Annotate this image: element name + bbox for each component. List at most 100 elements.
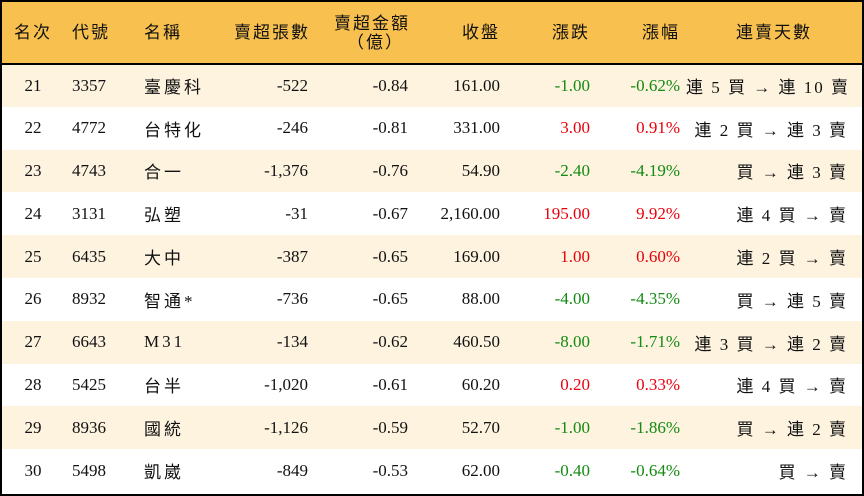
cell-streak: 買 → 連 3 賣 <box>736 163 848 183</box>
cell-net-sell-volume: -134 <box>276 332 308 352</box>
cell-change-pct: -0.62% <box>630 75 680 95</box>
cell-rank: 24 <box>24 203 42 223</box>
table-row: 30 5498 凱崴 -849 -0.53 62.00 -0.40 -0.64%… <box>2 449 862 492</box>
header-rank: 名次 <box>14 23 52 42</box>
cell-rank: 28 <box>24 374 42 394</box>
cell-net-sell-volume: -1,376 <box>264 160 308 180</box>
cell-change-pct: 0.33% <box>636 374 680 394</box>
cell-change-pct: 0.60% <box>636 246 680 266</box>
cell-streak: 連 5 買 → 連 10 賣 <box>686 78 850 98</box>
cell-net-sell-amount: -0.65 <box>372 246 408 266</box>
table-row: 27 6643 M31 -134 -0.62 460.50 -8.00 -1.7… <box>2 320 862 364</box>
cell-code: 6643 <box>72 332 106 352</box>
cell-rank: 26 <box>24 289 42 309</box>
table-row: 24 3131 弘塑 -31 -0.67 2,160.00 195.00 9.9… <box>2 192 862 236</box>
table-row: 26 8932 智通* -736 -0.65 88.00 -4.00 -4.35… <box>2 277 862 321</box>
cell-net-sell-amount: -0.62 <box>372 332 408 352</box>
header-net-sell-amount-line1: 賣超金額 <box>334 13 410 33</box>
cell-streak: 買 → 賣 <box>778 463 848 483</box>
cell-code: 5425 <box>72 374 106 394</box>
cell-change: -1.00 <box>554 417 590 437</box>
cell-close: 60.20 <box>461 374 500 394</box>
cell-rank: 21 <box>24 75 42 95</box>
cell-net-sell-amount: -0.61 <box>372 374 408 394</box>
cell-close: 88.00 <box>461 289 500 309</box>
header-close: 收盤 <box>462 23 500 42</box>
cell-name: M31 <box>144 332 186 352</box>
cell-rank: 29 <box>24 417 42 437</box>
cell-change: -1.00 <box>554 75 590 95</box>
cell-change: 1.00 <box>560 246 590 266</box>
cell-change: -8.00 <box>554 332 590 352</box>
cell-change: -0.40 <box>554 460 590 480</box>
cell-net-sell-volume: -849 <box>276 460 308 480</box>
cell-close: 62.00 <box>461 460 500 480</box>
cell-code: 4772 <box>72 118 106 138</box>
cell-net-sell-amount: -0.67 <box>372 203 408 223</box>
cell-change-pct: -4.19% <box>630 160 680 180</box>
table-row: 25 6435 大中 -387 -0.65 169.00 1.00 0.60% … <box>2 235 862 278</box>
header-change-pct: 漲幅 <box>642 23 680 42</box>
cell-name: 凱崴 <box>144 463 184 483</box>
header-change: 漲跌 <box>552 23 590 42</box>
cell-code: 6435 <box>72 246 106 266</box>
cell-net-sell-volume: -387 <box>276 246 308 266</box>
header-code: 代號 <box>72 23 110 42</box>
cell-net-sell-amount: -0.59 <box>372 417 408 437</box>
cell-net-sell-amount: -0.84 <box>372 75 408 95</box>
cell-net-sell-volume: -246 <box>276 118 308 138</box>
table-row: 29 8936 國統 -1,126 -0.59 52.70 -1.00 -1.8… <box>2 406 862 450</box>
cell-change-pct: -0.64% <box>630 460 680 480</box>
cell-close: 52.70 <box>461 417 500 437</box>
cell-close: 460.50 <box>453 332 500 352</box>
table-body: 21 3357 臺慶科 -522 -0.84 161.00 -1.00 -0.6… <box>2 64 862 492</box>
cell-net-sell-volume: -736 <box>276 289 308 309</box>
cell-net-sell-volume: -522 <box>276 75 308 95</box>
cell-close: 161.00 <box>453 75 500 95</box>
cell-name: 大中 <box>144 249 184 269</box>
cell-net-sell-volume: -31 <box>285 203 308 223</box>
cell-change: -4.00 <box>554 289 590 309</box>
header-name: 名稱 <box>144 23 182 42</box>
cell-net-sell-amount: -0.53 <box>372 460 408 480</box>
cell-net-sell-amount: -0.65 <box>372 289 408 309</box>
cell-code: 8936 <box>72 417 106 437</box>
cell-name: 弘塑 <box>144 206 184 226</box>
cell-name: 臺慶科 <box>144 78 204 98</box>
cell-streak: 連 4 買 → 賣 <box>736 377 848 397</box>
cell-change-pct: -1.86% <box>630 417 680 437</box>
cell-change-pct: -4.35% <box>630 289 680 309</box>
cell-close: 169.00 <box>453 246 500 266</box>
header-net-sell-volume: 賣超張數 <box>234 23 310 42</box>
cell-change: -2.40 <box>554 160 590 180</box>
cell-rank: 25 <box>24 246 42 266</box>
cell-streak: 連 2 買 → 連 3 賣 <box>694 120 848 140</box>
header-net-sell-amount-unit: （億） <box>347 32 404 52</box>
cell-close: 331.00 <box>453 118 500 138</box>
cell-code: 5498 <box>72 460 106 480</box>
cell-name: 智通* <box>144 291 196 311</box>
header-net-sell-amount: 賣超金額 （億） <box>316 2 416 64</box>
cell-change: 195.00 <box>543 203 590 223</box>
cell-net-sell-amount: -0.76 <box>372 160 408 180</box>
cell-streak: 買 → 連 2 賣 <box>736 420 848 440</box>
cell-name: 國統 <box>144 420 184 440</box>
cell-rank: 27 <box>24 332 42 352</box>
cell-change: 3.00 <box>560 118 590 138</box>
cell-streak: 連 3 買 → 連 2 賣 <box>694 334 848 354</box>
cell-net-sell-amount: -0.81 <box>372 118 408 138</box>
cell-close: 2,160.00 <box>440 203 501 223</box>
cell-close: 54.90 <box>461 160 500 180</box>
table-row: 22 4772 台特化 -246 -0.81 331.00 3.00 0.91%… <box>2 106 862 150</box>
cell-net-sell-volume: -1,126 <box>264 417 308 437</box>
cell-code: 4743 <box>72 160 106 180</box>
cell-streak: 連 4 買 → 賣 <box>736 206 848 226</box>
cell-change: 0.20 <box>560 374 590 394</box>
table-row: 21 3357 臺慶科 -522 -0.84 161.00 -1.00 -0.6… <box>2 64 862 107</box>
cell-name: 台特化 <box>144 120 204 140</box>
cell-net-sell-volume: -1,020 <box>264 374 308 394</box>
cell-code: 8932 <box>72 289 106 309</box>
table-row: 23 4743 合一 -1,376 -0.76 54.90 -2.40 -4.1… <box>2 149 862 193</box>
